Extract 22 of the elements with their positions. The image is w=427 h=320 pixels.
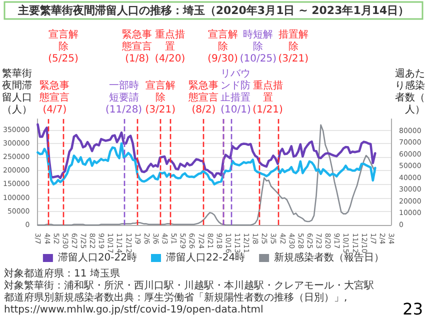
text: 対象都道府県：11 埼玉県: [4, 268, 120, 280]
ref-line-label: 一部時短要請(11/28): [105, 80, 142, 116]
text: 都道府県別新規感染者数出典：厚生労働省「新規陽性者数の推移（日別）」, https://www.mhlw.go.jp/stf/covid-19/open-data.html: [4, 292, 350, 316]
text: 23: [402, 300, 423, 318]
legend-label: 滞留人口22-24時: [166, 252, 246, 264]
ref-line-label: 時短解除(10/25): [240, 28, 277, 64]
ref-line-label: 措置解除(3/21): [278, 28, 309, 64]
y2-axis-title: 週あたり感染者数（人）: [395, 68, 425, 116]
ref-line-label: 宣言解除(9/30): [208, 28, 238, 64]
text: 対象繁華街：浦和駅・所沢・西川口駅・川越駅・本川越駅・クレアモール・大宮駅: [4, 280, 374, 292]
ref-line-label: 緊急事態宣言(8/2): [188, 80, 219, 116]
ref-line-label: 緊急事態宣言(4/7): [38, 80, 70, 116]
legend-label: 新規感染者数（報告日）: [274, 252, 384, 264]
y-axis-title: 繁華街夜間滞留人口（人）: [2, 68, 32, 116]
chart-title: 主要繁華街夜間滞留人口の推移：埼玉（2020年3月1日 ~ 2023年1月14日）: [16, 4, 410, 17]
ref-line-label: 重点措置(4/20): [154, 28, 186, 64]
ref-line-label: 宣言解除(3/21): [145, 80, 176, 116]
ref-line-label: 緊急事態宣言(1/8): [121, 28, 152, 64]
ref-line-label: リバウンド防止措置(10/1): [220, 68, 251, 116]
ref-line-label: 重点措置(1/21): [252, 80, 284, 116]
ref-line-label: 宣言解除(5/25): [48, 28, 79, 64]
legend-label: 滞留人口20-22時: [58, 252, 138, 264]
